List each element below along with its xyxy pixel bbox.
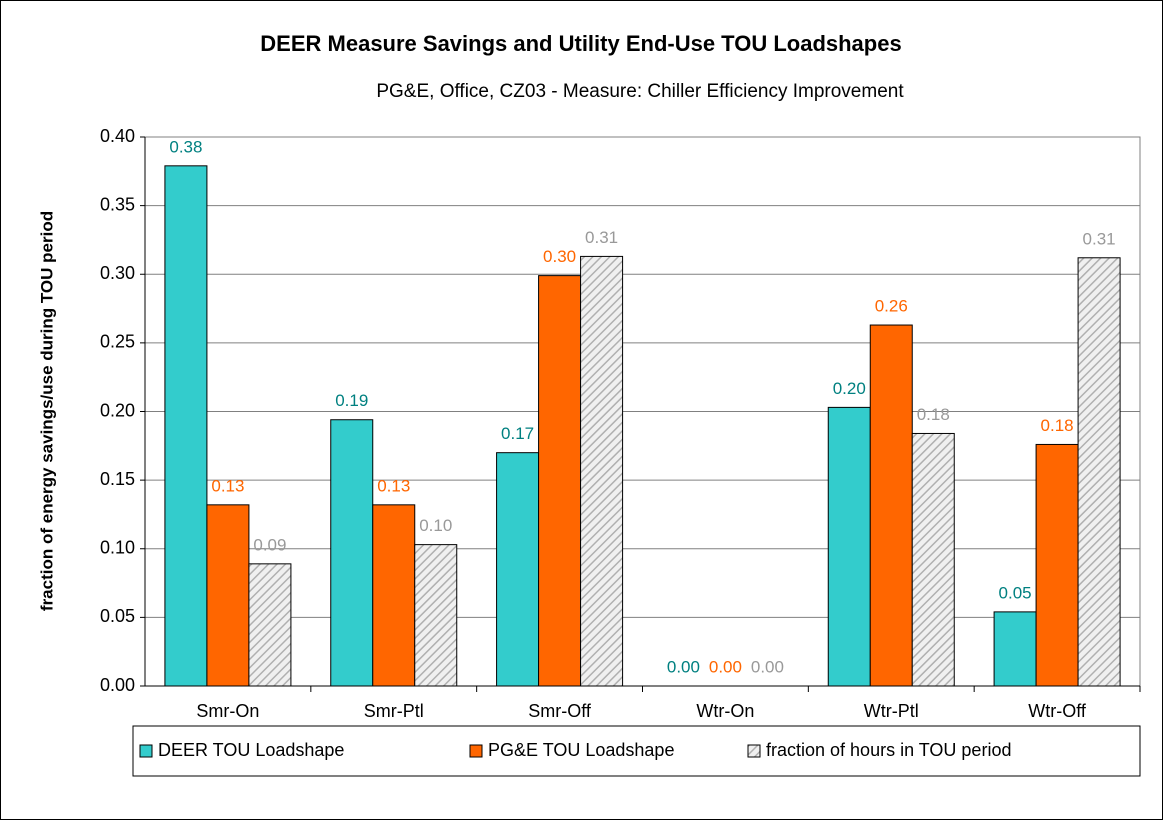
x-tick-label: Wtr-Ptl [864, 701, 919, 721]
x-tick-label: Wtr-Off [1028, 701, 1087, 721]
y-tick-label: 0.40 [100, 126, 135, 146]
value-label: 0.17 [501, 424, 534, 443]
value-label: 0.10 [419, 516, 452, 535]
legend-label: fraction of hours in TOU period [766, 740, 1011, 760]
legend-swatch [469, 744, 483, 758]
y-tick-label: 0.20 [100, 400, 135, 420]
value-label: 0.31 [585, 228, 618, 247]
x-tick-label: Wtr-On [696, 701, 754, 721]
value-label: 0.13 [211, 476, 244, 495]
value-label: 0.13 [377, 476, 410, 495]
y-tick-label: 0.15 [100, 469, 135, 489]
value-label: 0.31 [1083, 229, 1116, 248]
value-label: 0.18 [1041, 416, 1074, 435]
x-tick-label: Smr-Ptl [364, 701, 424, 721]
value-label: 0.30 [543, 247, 576, 266]
y-tick-label: 0.30 [100, 263, 135, 283]
bar [580, 255, 624, 687]
y-tick-label: 0.35 [100, 194, 135, 214]
legend-label: PG&E TOU Loadshape [488, 740, 674, 760]
value-label: 0.09 [253, 535, 286, 554]
x-tick-label: Smr-On [196, 701, 259, 721]
value-label: 0.19 [335, 391, 368, 410]
bar [164, 165, 208, 687]
legend-label: DEER TOU Loadshape [158, 740, 344, 760]
bar [538, 275, 582, 687]
value-label: 0.18 [917, 405, 950, 424]
chart-title: DEER Measure Savings and Utility End-Use… [260, 31, 901, 56]
bar [414, 544, 458, 687]
bar [206, 504, 250, 687]
bar [869, 324, 913, 687]
legend [132, 725, 1141, 777]
bar [911, 432, 955, 687]
x-tick-label: Smr-Off [528, 701, 592, 721]
value-label: 0.00 [667, 657, 700, 676]
bar [248, 563, 292, 687]
y-tick-label: 0.05 [100, 606, 135, 626]
value-label: 0.26 [875, 297, 908, 316]
value-label: 0.00 [709, 657, 742, 676]
y-tick-label: 0.25 [100, 332, 135, 352]
bar [993, 611, 1037, 687]
y-tick-label: 0.00 [100, 675, 135, 695]
bar [496, 452, 540, 687]
value-label: 0.38 [169, 137, 202, 156]
value-label: 0.20 [833, 379, 866, 398]
y-tick-label: 0.10 [100, 538, 135, 558]
chart-subtitle: PG&E, Office, CZ03 - Measure: Chiller Ef… [376, 81, 904, 102]
bar [372, 504, 416, 687]
legend-swatch [139, 744, 153, 758]
y-axis-label: fraction of energy savings/use during TO… [37, 211, 56, 611]
value-label: 0.00 [751, 657, 784, 676]
bar [1077, 257, 1121, 687]
value-label: 0.05 [999, 583, 1032, 602]
legend-swatch [747, 744, 761, 758]
bar [330, 419, 374, 687]
bar [827, 406, 871, 687]
bar [1035, 443, 1079, 687]
